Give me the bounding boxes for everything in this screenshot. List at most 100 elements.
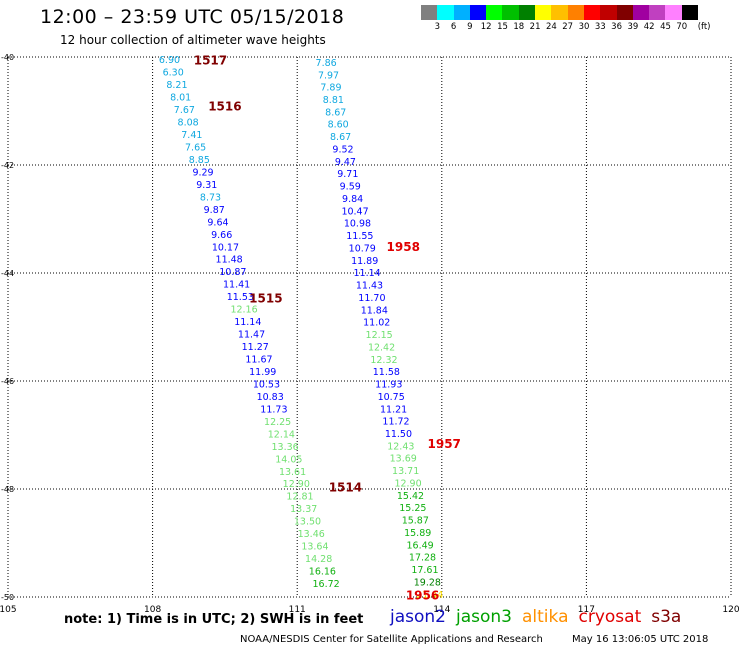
wave-height-value: 9.31 [196,180,217,191]
wave-height-value: 11.47 [238,330,265,341]
color-scale-label: 33 [594,22,606,32]
color-swatch [567,5,584,20]
y-tick-label: -40 [1,53,14,62]
legend-entry: altika [522,607,569,627]
wave-height-value: 11.67 [245,355,272,366]
wave-height-value: 11.99 [249,367,276,378]
wave-height-value: 12.42 [368,342,395,353]
color-swatch [469,5,487,20]
wave-height-value: 11.02 [363,318,390,329]
color-scale-label: 39 [627,22,639,32]
wave-height-value: 11.41 [223,280,250,291]
wave-height-value: 10.75 [378,392,405,403]
color-swatch [421,5,438,20]
wave-height-value: 21.44 [416,590,443,601]
legend-entry: cryosat [578,607,642,627]
wave-height-value: 11.84 [361,305,388,316]
credit-timestamp: May 16 13:06:05 UTC 2018 [572,634,709,645]
color-swatch [681,5,699,20]
grid-lines [7,56,732,598]
color-scale-label: 24 [545,22,557,32]
wave-height-value: 7.86 [316,58,337,69]
wave-height-value: 15.89 [404,528,431,539]
color-scale-label: 6 [450,22,457,32]
wave-height-value: 11.55 [346,231,373,242]
wave-height-value: 9.59 [340,182,361,193]
wave-height-value: 9.29 [192,167,213,178]
wave-height-value: 10.17 [212,242,239,253]
wave-height-value: 8.60 [328,120,349,131]
y-tick-label: -46 [1,377,14,386]
color-scale-label: 70 [676,22,688,32]
color-scale-label: 42 [643,22,655,32]
pass-number-label: 1956 [406,588,439,602]
wave-height-value: 13.69 [390,454,417,465]
x-tick-label: 120 [722,605,739,615]
wave-height-value: 7.41 [181,130,202,141]
wave-height-value: 12.14 [268,429,295,440]
legend-entry: jason2 [390,607,446,627]
x-tick-label: 111 [289,605,306,615]
wave-height-value: 10.79 [349,243,376,254]
color-scale-label: 12 [480,22,492,32]
y-tick-label: -42 [1,161,14,170]
color-scale-label: 18 [513,22,525,32]
pass-number-label: 1515 [249,291,282,305]
wave-height-value: 17.61 [411,565,438,576]
wave-height-value: 11.72 [382,417,409,428]
wave-height-value: 9.87 [204,205,225,216]
footer-note: note: 1) Time is in UTC; 2) SWH is in fe… [64,612,364,627]
wave-height-value: 8.67 [330,132,351,143]
wave-height-value: 12.16 [230,305,257,316]
wave-height-value: 13.36 [271,442,298,453]
page-subtitle: 12 hour collection of altimeter wave hei… [60,33,326,47]
wave-height-value: 11.89 [351,256,378,267]
pass-number-label: 1516 [208,100,241,114]
color-scale-label: 36 [611,22,623,32]
wave-height-value: 7.65 [185,143,206,154]
wave-height-value: 11.70 [358,293,385,304]
pass-number-label: 1514 [329,480,362,494]
color-swatch [502,5,519,20]
wave-height-value: 12.81 [286,492,313,503]
wave-height-value: 11.21 [380,404,407,415]
wave-height-value: 7.97 [318,70,339,81]
color-scale-labels: 3 6 9 12 15 18 21 24 27 30 33 36 39 42 45 70 (ft) [421,22,740,34]
legend-entry: jason3 [456,607,512,627]
pass-number-label: 1958 [387,240,420,254]
wave-height-value: 6.30 [163,68,184,79]
wave-height-value: 11.50 [385,429,412,440]
wave-height-value: 9.64 [207,217,228,228]
wave-height-value: 11.43 [356,281,383,292]
color-swatch [486,5,503,20]
wave-height-value: 16.16 [309,567,336,578]
wave-height-value: 15.42 [397,491,424,502]
wave-height-value: 10.47 [341,206,368,217]
color-swatch [551,5,568,20]
wave-height-value: 12.90 [394,478,421,489]
color-swatch [535,5,552,20]
wave-height-value: 8.73 [200,192,221,203]
wave-height-value: 6.90 [159,55,180,66]
wave-height-value: 11.93 [375,380,402,391]
credit-line: NOAA/NESDIS Center for Satellite Applica… [240,634,734,645]
color-scale-label: 45 [660,22,671,32]
wave-height-value: 16.49 [407,540,434,551]
wave-height-value: 9.66 [211,230,232,241]
wave-height-value: 10.87 [219,267,246,278]
color-swatch [649,5,666,20]
color-scale-label: 21 [529,22,541,32]
wave-height-value: 19.28 [414,577,441,588]
wave-height-value: 8.85 [189,155,210,166]
wave-height-value: 16.72 [313,579,340,590]
wave-height-value: 8.08 [178,118,199,129]
wave-height-value: 17.28 [409,553,436,564]
x-tick-label: 105 [0,605,17,615]
color-scale-label: 9 [467,22,473,32]
wave-height-value: 13.46 [298,529,325,540]
wave-height-value: 9.84 [342,194,363,205]
axis-tick-labels: 105 108 111 114 117 120 -40 -42 -44 -46 -48 -50 [0,53,740,615]
wave-height-value: 10.98 [344,219,371,230]
wave-height-value: 7.89 [320,83,341,94]
